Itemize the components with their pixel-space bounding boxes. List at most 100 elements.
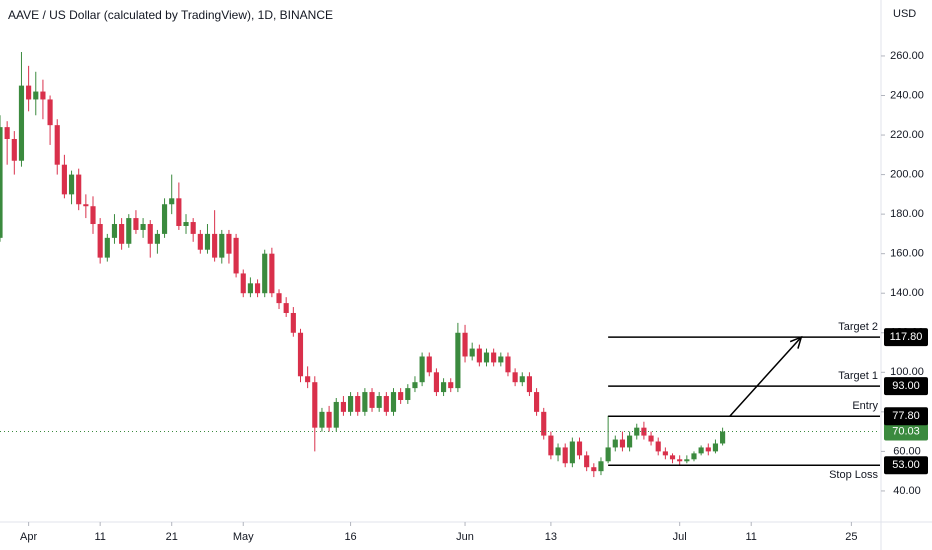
level-price-label: 53.00 [892, 459, 920, 471]
x-tick-label: May [233, 531, 254, 543]
x-tick-label: 16 [344, 531, 356, 543]
candle-body [641, 427, 647, 436]
candle-body [355, 396, 361, 412]
candle-body [290, 312, 296, 333]
candle-body [662, 451, 668, 456]
candle-body [18, 85, 25, 161]
candle-body [426, 356, 432, 373]
candle-body [383, 396, 389, 412]
candle-body [576, 441, 583, 456]
y-tick-label: 60.00 [893, 445, 921, 457]
candle-body [190, 222, 196, 234]
candle-body [126, 218, 132, 244]
last-price-box [884, 422, 928, 441]
level-price-box [884, 456, 928, 475]
y-tick-label: 220.00 [890, 129, 924, 141]
last-price-label: 70.03 [892, 425, 920, 437]
y-tick-label: 200.00 [890, 168, 924, 180]
candle-body [455, 332, 461, 389]
candle-body [340, 401, 346, 412]
candle-body [433, 372, 439, 393]
candle-body [347, 396, 354, 412]
candle-body [283, 303, 289, 313]
candle-body [469, 348, 475, 357]
level-name: Target 1 [838, 370, 878, 382]
candle-body [233, 237, 239, 274]
candle-body [161, 204, 168, 234]
y-tick-label: 140.00 [890, 287, 924, 299]
candle-body [505, 356, 511, 373]
candle-body [648, 435, 654, 442]
candle-body [584, 455, 590, 468]
candle-body [326, 411, 332, 428]
candle-body [11, 138, 17, 161]
candle-body [297, 332, 304, 377]
y-tick-label: 260.00 [890, 50, 924, 62]
candle-body [119, 224, 125, 244]
candle-body [226, 233, 232, 254]
candle-body [133, 218, 139, 230]
candle-body [491, 352, 497, 363]
candle-body [605, 447, 611, 462]
candle-body [569, 441, 575, 464]
candle-body [247, 283, 253, 294]
candle-body [47, 99, 53, 126]
level-price-box [884, 328, 928, 347]
candle-body [555, 447, 561, 456]
candle-body [26, 85, 32, 100]
candle-body [169, 198, 175, 205]
candle-body [534, 392, 540, 412]
candle-body [40, 91, 46, 100]
candle-body [104, 237, 110, 258]
candle-body [390, 392, 397, 412]
candle-body [448, 382, 454, 389]
candle-body [305, 376, 311, 383]
candle-body [441, 382, 447, 393]
candle-body [591, 467, 597, 472]
candle-body [519, 376, 525, 383]
candle-body [677, 459, 683, 462]
candle-body [526, 376, 533, 393]
x-tick-label: Jun [456, 531, 474, 543]
candle-body [254, 283, 261, 294]
level-name: Target 2 [838, 321, 878, 333]
candle-body [0, 127, 3, 238]
candle-body [562, 447, 568, 464]
candle-body [398, 392, 404, 400]
candle-body [97, 224, 103, 258]
candle-body [111, 224, 118, 238]
candle-body [83, 204, 89, 207]
x-tick-label: 21 [166, 531, 178, 543]
chart-title: AAVE / US Dollar (calculated by TradingV… [8, 8, 333, 22]
x-tick-label: 11 [94, 531, 105, 543]
level-name: Stop Loss [829, 469, 878, 481]
candle-body [312, 382, 318, 428]
candle-body [512, 372, 518, 383]
candle-body [619, 439, 626, 448]
level-price-box [884, 407, 928, 426]
candle-body [655, 441, 661, 452]
x-tick-label: 11 [746, 531, 757, 543]
x-tick-label: Jul [673, 531, 687, 543]
level-price-label: 77.80 [892, 410, 920, 422]
x-tick-label: 13 [545, 531, 557, 543]
candle-body [419, 356, 425, 383]
candle-body [183, 222, 189, 226]
candle-body [369, 392, 375, 408]
candle-body [319, 411, 325, 428]
candle-body [412, 382, 418, 389]
candle-body [54, 125, 60, 165]
candle-body [61, 164, 67, 195]
candle-body [541, 411, 547, 436]
candle-body [612, 439, 618, 448]
candle-body [76, 174, 82, 205]
candle-body [176, 198, 182, 226]
level-price-label: 117.80 [890, 331, 923, 343]
arrow-line [729, 336, 802, 417]
candle-body [262, 253, 268, 294]
y-tick-label: 100.00 [890, 366, 924, 378]
candle-body [476, 348, 482, 363]
candle-body [147, 224, 153, 244]
x-tick-label: 25 [845, 531, 857, 543]
